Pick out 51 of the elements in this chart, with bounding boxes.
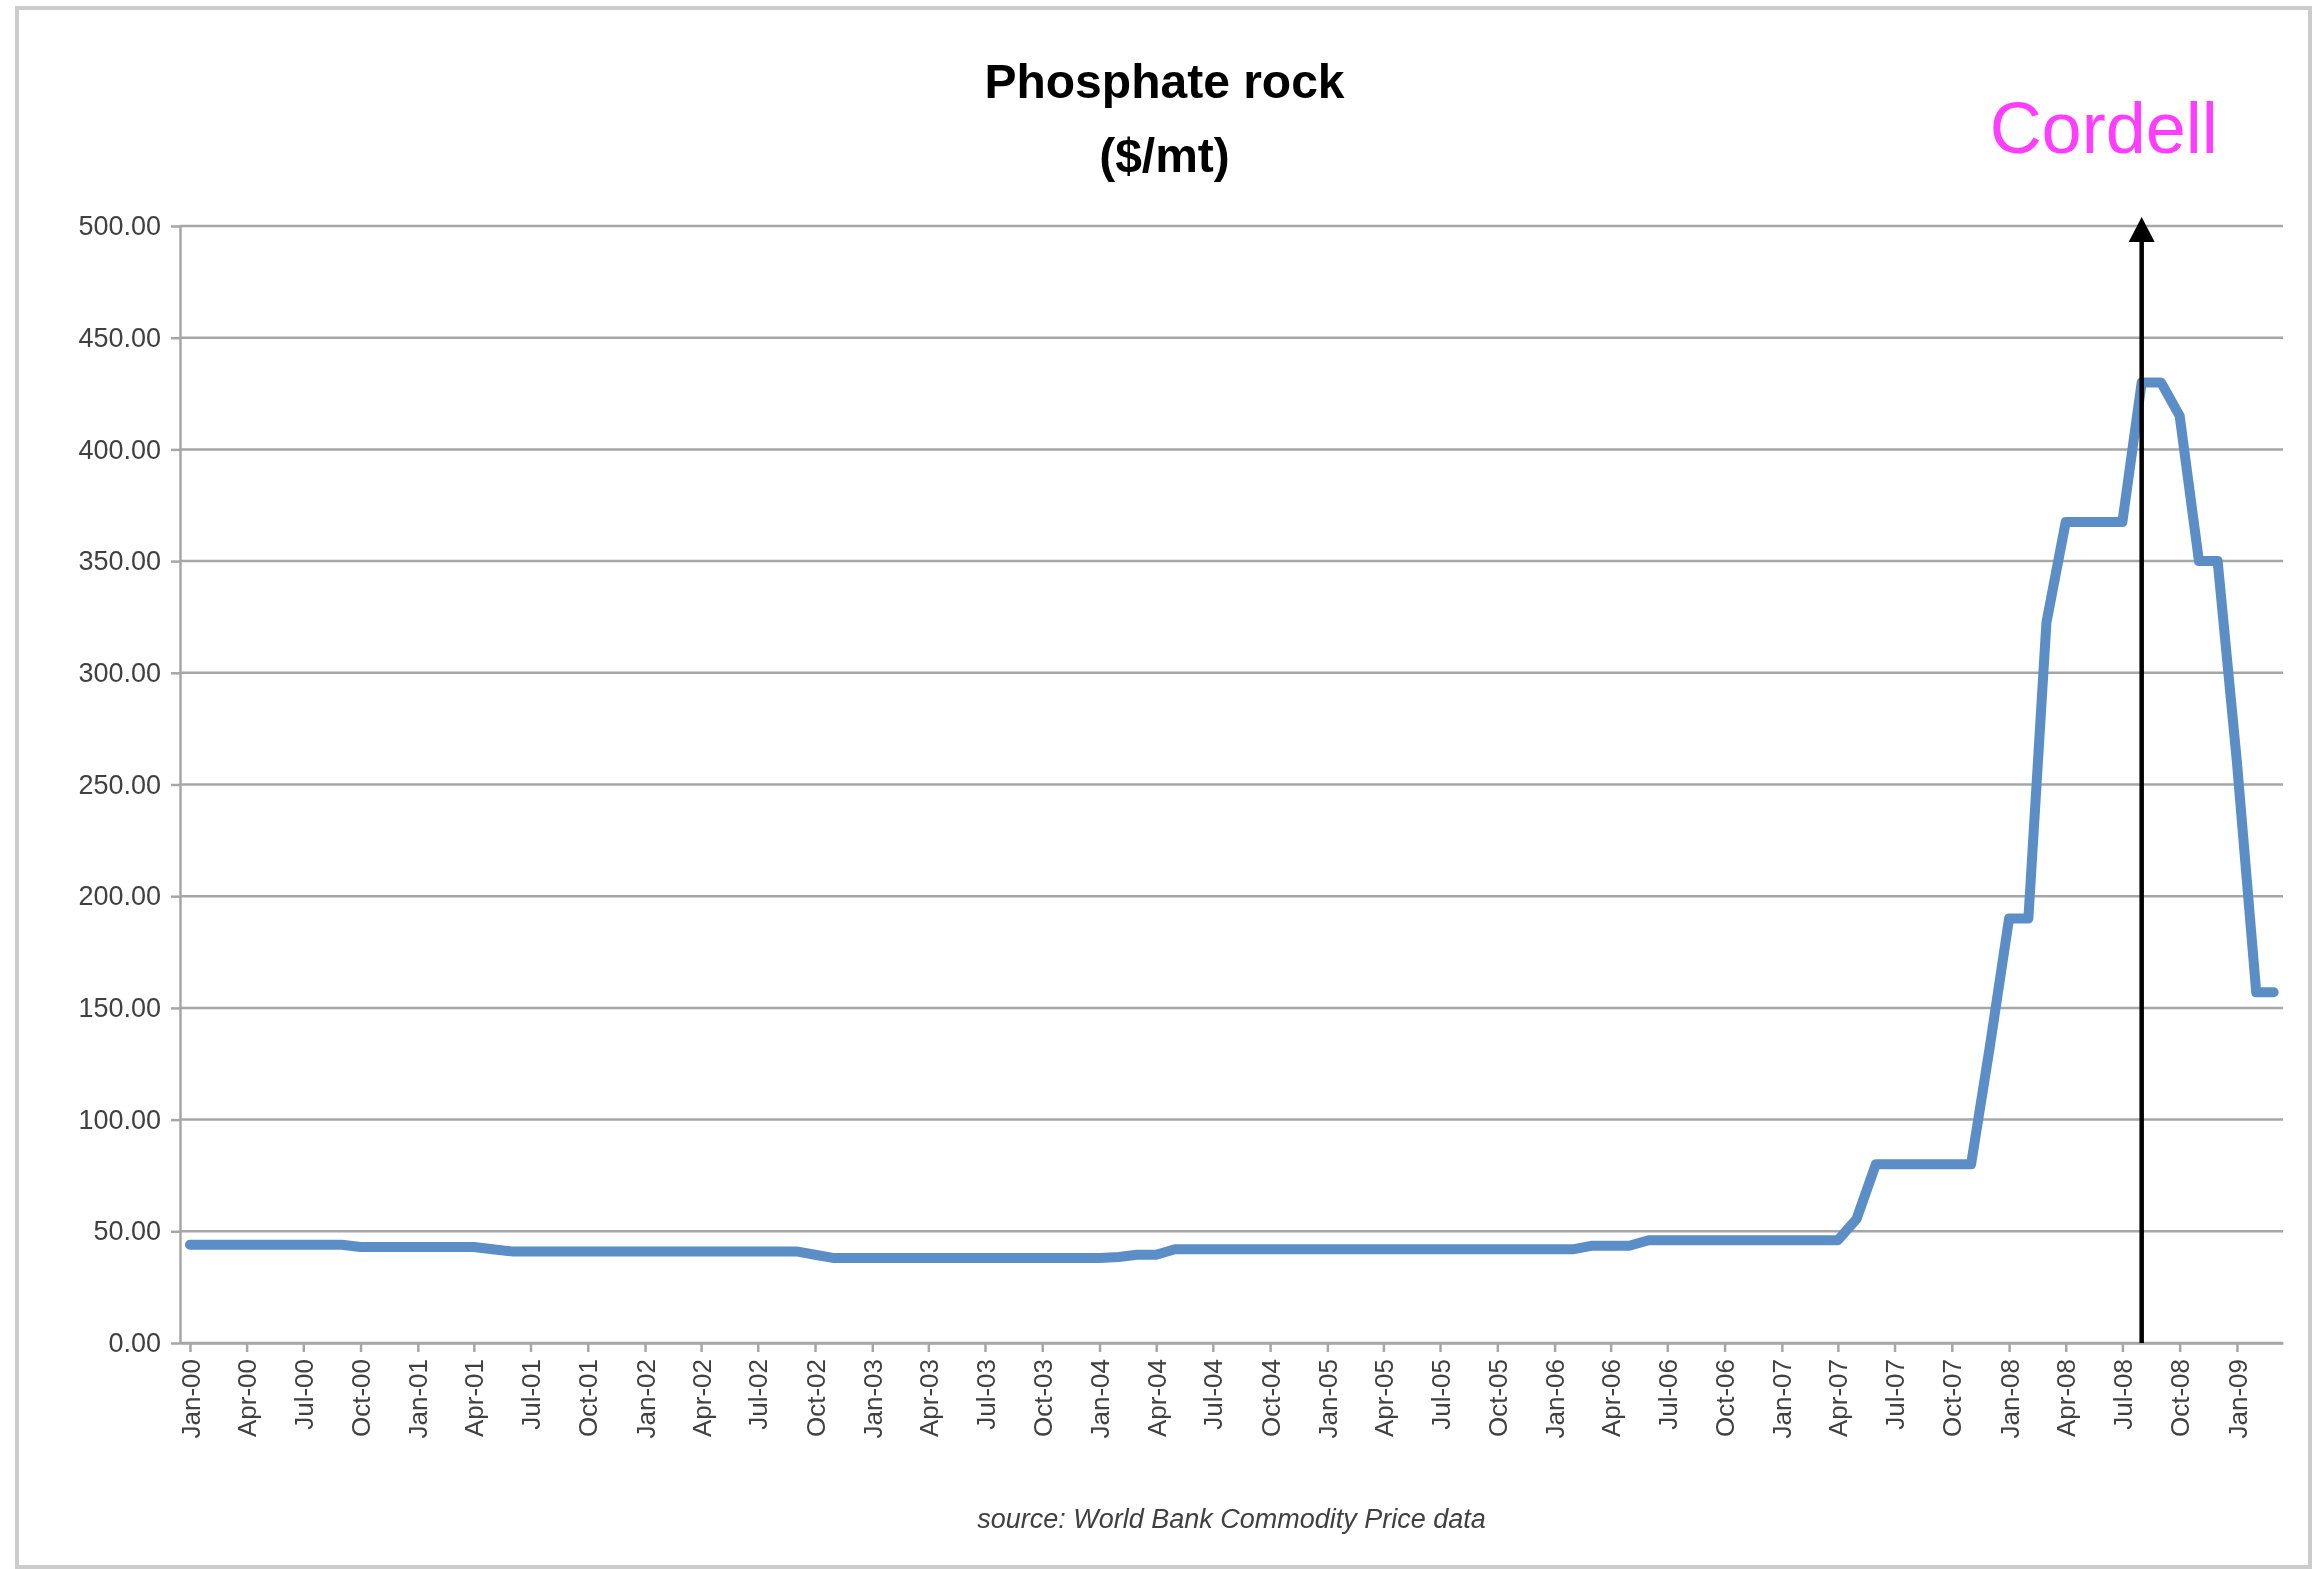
y-tick-label: 100.00 bbox=[78, 1104, 161, 1135]
y-tick-label: 300.00 bbox=[78, 657, 161, 688]
x-tick-label: Apr-04 bbox=[1141, 1359, 1172, 1438]
x-tick-label: Jan-05 bbox=[1312, 1359, 1343, 1439]
y-tick-label: 400.00 bbox=[78, 434, 161, 465]
x-tick-label: Jan-07 bbox=[1767, 1359, 1798, 1439]
x-tick-label: Oct-01 bbox=[573, 1359, 604, 1438]
x-tick-label: Oct-04 bbox=[1255, 1359, 1286, 1438]
x-tick-label: Jan-03 bbox=[857, 1359, 888, 1439]
y-tick-label: 350.00 bbox=[78, 546, 161, 577]
x-tick-label: Apr-01 bbox=[459, 1359, 490, 1438]
x-tick-label: Jul-03 bbox=[970, 1359, 1001, 1430]
x-tick-label: Oct-08 bbox=[2165, 1359, 2196, 1438]
y-tick-label: 500.00 bbox=[78, 211, 161, 242]
x-tick-label: Jan-08 bbox=[1994, 1359, 2025, 1439]
x-tick-label: Oct-03 bbox=[1027, 1359, 1058, 1438]
y-tick-label: 50.00 bbox=[93, 1216, 161, 1247]
x-tick-label: Jul-05 bbox=[1425, 1359, 1456, 1430]
x-tick-label: Apr-07 bbox=[1823, 1359, 1854, 1438]
x-tick-label: Apr-08 bbox=[2051, 1359, 2082, 1438]
x-tick-label: Jul-08 bbox=[2107, 1359, 2138, 1430]
x-tick-label: Oct-05 bbox=[1482, 1359, 1513, 1438]
chart-title: Phosphate rock ($/mt) bbox=[984, 55, 1345, 182]
x-tick-label: Jan-06 bbox=[1540, 1359, 1571, 1439]
y-tick-label: 250.00 bbox=[78, 769, 161, 800]
y-tick-label: 450.00 bbox=[78, 322, 161, 353]
x-tick-label: Jan-02 bbox=[630, 1359, 661, 1439]
x-tick-label: Apr-00 bbox=[232, 1359, 263, 1438]
source-note: source: World Bank Commodity Price data bbox=[977, 1504, 1486, 1534]
x-tick-label: Oct-00 bbox=[346, 1359, 377, 1438]
x-tick-label: Jul-02 bbox=[743, 1359, 774, 1430]
x-tick-label: Oct-07 bbox=[1937, 1359, 1968, 1438]
x-tick-label: Apr-03 bbox=[913, 1359, 944, 1438]
x-tick-label: Jul-01 bbox=[516, 1359, 547, 1430]
x-tick-label: Jul-04 bbox=[1198, 1359, 1229, 1430]
x-tick-label: Oct-06 bbox=[1710, 1359, 1741, 1438]
x-tick-label: Jul-00 bbox=[288, 1359, 319, 1430]
y-tick-label: 150.00 bbox=[78, 993, 161, 1024]
x-tick-label: Jul-06 bbox=[1652, 1359, 1683, 1430]
x-tick-label: Apr-06 bbox=[1596, 1359, 1627, 1438]
y-tick-label: 0.00 bbox=[108, 1328, 161, 1359]
x-tick-label: Jan-04 bbox=[1085, 1359, 1116, 1439]
x-tick-label: Oct-02 bbox=[800, 1359, 831, 1438]
x-tick-label: Jan-00 bbox=[175, 1359, 206, 1439]
x-tick-label: Jan-01 bbox=[403, 1359, 434, 1439]
ref-line-label: Cordell bbox=[1989, 88, 2218, 168]
x-tick-label: Jul-07 bbox=[1880, 1359, 1911, 1430]
y-tick-label: 200.00 bbox=[78, 881, 161, 912]
x-tick-label: Jan-09 bbox=[2222, 1359, 2253, 1439]
x-tick-label: Apr-05 bbox=[1369, 1359, 1399, 1438]
x-tick-label: Apr-02 bbox=[686, 1359, 717, 1438]
